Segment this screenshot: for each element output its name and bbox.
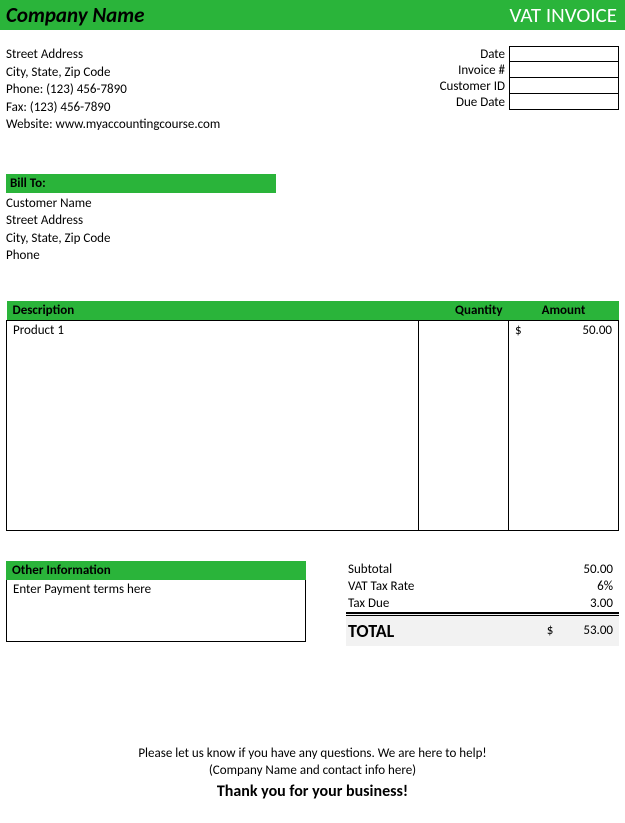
subtotal-row: Subtotal 50.00 [346, 561, 619, 578]
cell-amount: $ 50.00 [509, 320, 619, 530]
footer-line1: Please let us know if you have any quest… [0, 746, 625, 763]
col-description: Description [7, 301, 419, 321]
total-value: 53.00 [583, 623, 613, 638]
sender-street: Street Address [6, 46, 220, 64]
meta-duedate-label: Due Date [429, 95, 509, 110]
items-table: Description Quantity Amount Product 1 $ … [6, 301, 619, 531]
total-row: TOTAL $ 53.00 [346, 613, 619, 646]
billto-body: Customer Name Street Address City, State… [6, 193, 619, 265]
bottom-section: Other Information Enter Payment terms he… [6, 561, 619, 646]
sender-website: Website: www.myaccountingcourse.com [6, 116, 220, 134]
total-label: TOTAL [348, 620, 394, 642]
invoice-title: VAT INVOICE [509, 2, 617, 28]
billto-phone: Phone [6, 247, 619, 265]
col-quantity: Quantity [419, 301, 509, 321]
billto-header: Bill To: [6, 174, 276, 193]
total-currency: $ [547, 623, 554, 638]
billto-csz: City, State, Zip Code [6, 230, 619, 248]
subtotal-value: 50.00 [543, 562, 613, 577]
footer-line2: (Company Name and contact info here) [0, 763, 625, 780]
vat-value: 6% [543, 579, 613, 594]
other-info: Other Information Enter Payment terms he… [6, 561, 306, 646]
totals-block: Subtotal 50.00 VAT Tax Rate 6% Tax Due 3… [346, 561, 619, 646]
header-bar: Company Name VAT INVOICE [0, 0, 625, 30]
vat-row: VAT Tax Rate 6% [346, 578, 619, 595]
footer-thanks: Thank you for your business! [0, 782, 625, 803]
sender-csz: City, State, Zip Code [6, 64, 220, 82]
items-header-row: Description Quantity Amount [7, 301, 619, 321]
cell-currency: $ [515, 323, 522, 338]
taxdue-label: Tax Due [348, 596, 389, 611]
billto-name: Customer Name [6, 195, 619, 213]
billto-section: Bill To: Customer Name Street Address Ci… [0, 174, 625, 265]
taxdue-value: 3.00 [543, 596, 613, 611]
billto-street: Street Address [6, 212, 619, 230]
subtotal-label: Subtotal [348, 562, 392, 577]
col-amount: Amount [509, 301, 619, 321]
other-info-body[interactable]: Enter Payment terms here [6, 580, 306, 642]
sender-address: Street Address City, State, Zip Code Pho… [6, 46, 220, 134]
other-info-header: Other Information [6, 561, 306, 580]
meta-invoice-value[interactable] [509, 62, 619, 78]
meta-customer-value[interactable] [509, 78, 619, 94]
taxdue-row: Tax Due 3.00 [346, 595, 619, 613]
cell-description: Product 1 [7, 320, 419, 530]
meta-customer-label: Customer ID [429, 79, 509, 94]
sender-fax: Fax: (123) 456-7890 [6, 99, 220, 117]
vat-label: VAT Tax Rate [348, 579, 414, 594]
cell-amount-value: 50.00 [582, 323, 612, 338]
company-name: Company Name [6, 2, 144, 28]
footer: Please let us know if you have any quest… [0, 746, 625, 803]
invoice-meta: Date Invoice # Customer ID Due Date [429, 46, 619, 134]
top-section: Street Address City, State, Zip Code Pho… [0, 30, 625, 134]
meta-duedate-value[interactable] [509, 94, 619, 110]
meta-date-value[interactable] [509, 46, 619, 62]
meta-date-label: Date [429, 47, 509, 62]
cell-quantity [419, 320, 509, 530]
table-row: Product 1 $ 50.00 [7, 320, 619, 530]
meta-invoice-label: Invoice # [429, 63, 509, 78]
sender-phone: Phone: (123) 456-7890 [6, 81, 220, 99]
